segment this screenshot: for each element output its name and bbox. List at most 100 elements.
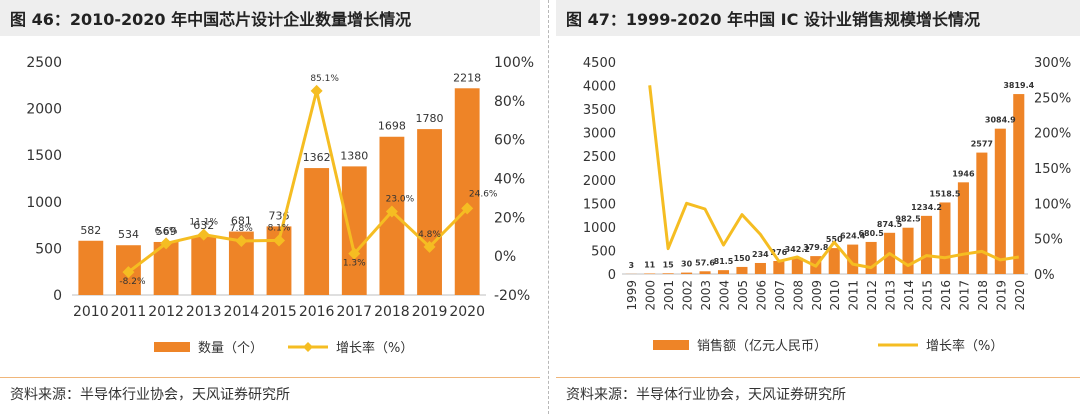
- x-tick-label: 2014: [224, 304, 260, 320]
- bar-value-label: 1780: [416, 112, 444, 125]
- x-tick-label: 2016: [299, 304, 335, 320]
- bar: [920, 215, 933, 274]
- legend-bar-label: 销售额（亿元人民币）: [697, 338, 827, 354]
- bar-value-label: 15: [663, 260, 675, 269]
- growth-marker: [348, 247, 361, 260]
- x-tick-label: 2007: [773, 280, 787, 311]
- growth-marker: [160, 237, 173, 250]
- x-tick-label: 2015: [261, 304, 297, 320]
- chart-panel-left: 图 46：2010-2020 年中国芯片设计企业数量增长情况 0 500 1000 1…: [0, 0, 540, 403]
- growth-value-label: 8.1%: [268, 223, 291, 233]
- x-tick-label: 2017: [336, 304, 372, 320]
- x-tick-label: 2020: [449, 304, 485, 320]
- x-tick-label: 2001: [662, 280, 676, 311]
- bar-value-label: 550: [826, 235, 843, 244]
- x-tick-label: 2018: [374, 304, 410, 320]
- bar: [717, 270, 730, 274]
- legend-line-label: 增长率（%）: [926, 338, 1003, 354]
- bar: [191, 236, 217, 295]
- bar: [736, 266, 748, 274]
- bar-value-label: 569: [156, 225, 177, 238]
- x-tick-label: 2019: [994, 280, 1008, 311]
- growth-marker: [235, 235, 248, 248]
- growth-marker: [310, 84, 323, 97]
- bar-value-label: 1362: [303, 151, 331, 164]
- x-tick-label: 2012: [148, 304, 184, 320]
- x-tick-label: 2017: [957, 280, 971, 311]
- x-tick-label: 2014: [902, 280, 916, 311]
- x-tick-label: 2019: [412, 304, 448, 320]
- bar: [976, 152, 988, 274]
- y-right-tick-label: 50%: [1034, 233, 1063, 248]
- bar: [791, 257, 803, 274]
- x-tick-label: 2020: [1013, 280, 1027, 311]
- bar: [304, 168, 330, 295]
- growth-marker: [423, 240, 436, 253]
- bar: [994, 128, 1006, 274]
- bar-value-label: 276: [771, 248, 788, 257]
- x-tick-label: 2008: [791, 280, 805, 311]
- bar-value-label: 1946: [952, 169, 975, 178]
- x-tick-label: 2011: [847, 280, 861, 311]
- legend-line-marker: [303, 342, 313, 352]
- chart-panel-right: 图 47：1999-2020 年中国 IC 设计业销售规模增长情况 0 500 10…: [556, 0, 1080, 414]
- growth-value-label: 11.1%: [189, 218, 218, 228]
- y-left-tick-label: 2500: [26, 55, 62, 71]
- y-right-tick-label: 200%: [1034, 127, 1071, 142]
- growth-marker: [385, 205, 398, 218]
- bar: [341, 166, 367, 295]
- bar: [902, 227, 914, 274]
- y-right-tick-label: -20%: [494, 288, 530, 304]
- y-left-tick-label: 500: [35, 241, 62, 257]
- growth-value-label: 7.8%: [230, 224, 253, 234]
- title-bar: 图 46：2010-2020 年中国芯片设计企业数量增长情况: [0, 0, 540, 36]
- bar-value-label: 582: [80, 224, 101, 237]
- y-right-tick-label: 250%: [1034, 91, 1071, 106]
- bar: [754, 262, 766, 274]
- bar-value-label: 2577: [971, 140, 993, 149]
- x-tick-label: 2009: [810, 280, 824, 311]
- bar: [78, 240, 104, 295]
- bar-value-label: 681: [231, 215, 252, 228]
- bar: [699, 271, 711, 274]
- growth-value-label: -8.2%: [119, 277, 146, 287]
- y-right-tick-label: 80%: [494, 94, 525, 110]
- chart-svg-right: 0 500 1000 1500 2000 2500 3000 3500 4000 4500 0% 50…: [583, 56, 1071, 354]
- bar-value-label: 11: [644, 260, 656, 269]
- bar-value-label: 234: [752, 250, 769, 259]
- x-tick-label: 2002: [681, 280, 695, 311]
- x-tick-label: 2013: [186, 304, 222, 320]
- legend-line-label: 增长率（%）: [336, 340, 413, 356]
- bar: [773, 260, 785, 274]
- x-tick-label: 2012: [865, 280, 879, 311]
- bar: [681, 272, 693, 274]
- bar-value-label: 150: [734, 254, 751, 263]
- growth-value-label: 4.8%: [418, 230, 441, 240]
- x-tick-label: 2000: [644, 280, 658, 311]
- x-tick-label: 2016: [939, 280, 953, 311]
- y-right-tick-label: 60%: [494, 133, 525, 149]
- title-bar: 图 47：1999-2020 年中国 IC 设计业销售规模增长情况: [556, 0, 1080, 36]
- growth-line: [127, 89, 469, 274]
- bar-value-label: 982.5: [895, 215, 921, 224]
- growth-marker: [273, 234, 285, 247]
- bar-value-label: 3084.9: [985, 116, 1016, 125]
- y-right-tick-label: 0%: [494, 249, 516, 265]
- bar: [644, 273, 656, 274]
- y-left-tick-label: 4000: [583, 80, 616, 95]
- y-left-tick-label: 0: [608, 268, 616, 283]
- bar-value-label: 1698: [378, 120, 406, 133]
- bar: [847, 244, 859, 274]
- x-tick-label: 2010: [73, 304, 109, 320]
- chart-title: 图 47：1999-2020 年中国 IC 设计业销售规模增长情况: [566, 10, 980, 29]
- bar-value-label: 379.8: [803, 243, 829, 252]
- x-tick-label: 2005: [736, 280, 750, 311]
- bar: [939, 202, 951, 274]
- y-right-tick-label: 150%: [1034, 162, 1071, 177]
- x-tick-label: 2018: [976, 280, 990, 311]
- bar-value-label: 3: [628, 261, 634, 270]
- panel-divider: [548, 0, 549, 414]
- growth-value-label: 23.0%: [386, 195, 415, 205]
- bar-value-label: 534: [118, 228, 139, 241]
- bar-value-label: 1234.2: [911, 203, 942, 212]
